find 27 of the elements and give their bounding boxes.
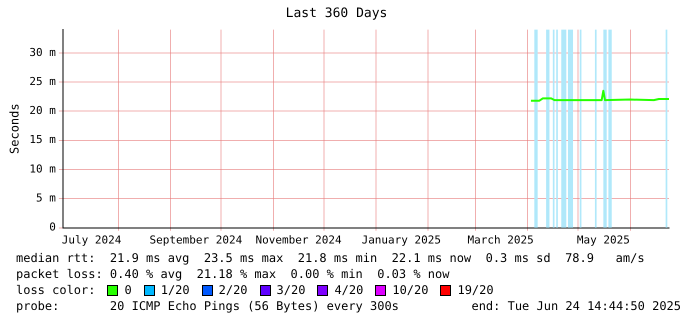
text: end: Tue Jun 24 14:44:50 2025 [471, 298, 681, 314]
legend-label: 0 [124, 282, 132, 298]
y-tick-label: 20 m [29, 104, 56, 118]
x-tick-label: January 2025 [362, 233, 442, 246]
legend-label: 19/20 [457, 282, 494, 298]
y-tick-label: 5 m [36, 192, 56, 205]
y-tick-label: 10 m [29, 162, 56, 176]
legend-label: 10/20 [392, 282, 428, 298]
text: median rtt: 21.9 ms avg 23.5 ms max 21.8 ms min 22.1 ms now 0.3 ms sd 78.9 am/s [16, 250, 646, 266]
x-tick-label: May 2025 [576, 233, 630, 246]
y-tick-label: 15 m [29, 133, 56, 146]
legend-label: 3/20 [276, 282, 306, 298]
chart-title: Last 360 Days [286, 6, 388, 22]
y-tick-label: 0 [49, 220, 56, 234]
x-tick-label: September 2024 [150, 233, 243, 246]
legend-label: 4/20 [334, 282, 364, 298]
legend-title: loss color: [16, 282, 96, 298]
x-tick-label: March 2025 [468, 233, 534, 246]
x-tick-label: November 2024 [256, 233, 342, 246]
text: probe: 20 ICMP Echo Pings (56 Bytes) every 300s [16, 298, 399, 314]
legend-label: 1/20 [160, 282, 190, 298]
x-tick-label: July 2024 [62, 233, 122, 246]
legend-label: 2/20 [218, 282, 248, 298]
y-axis-title: Seconds [7, 103, 22, 154]
y-tick-label: 30 m [29, 46, 56, 59]
y-tick-label: 25 m [29, 74, 56, 88]
text: packet loss: 0.40 % avg 21.18 % max 0.00 % min 0.03 % now [16, 266, 450, 282]
